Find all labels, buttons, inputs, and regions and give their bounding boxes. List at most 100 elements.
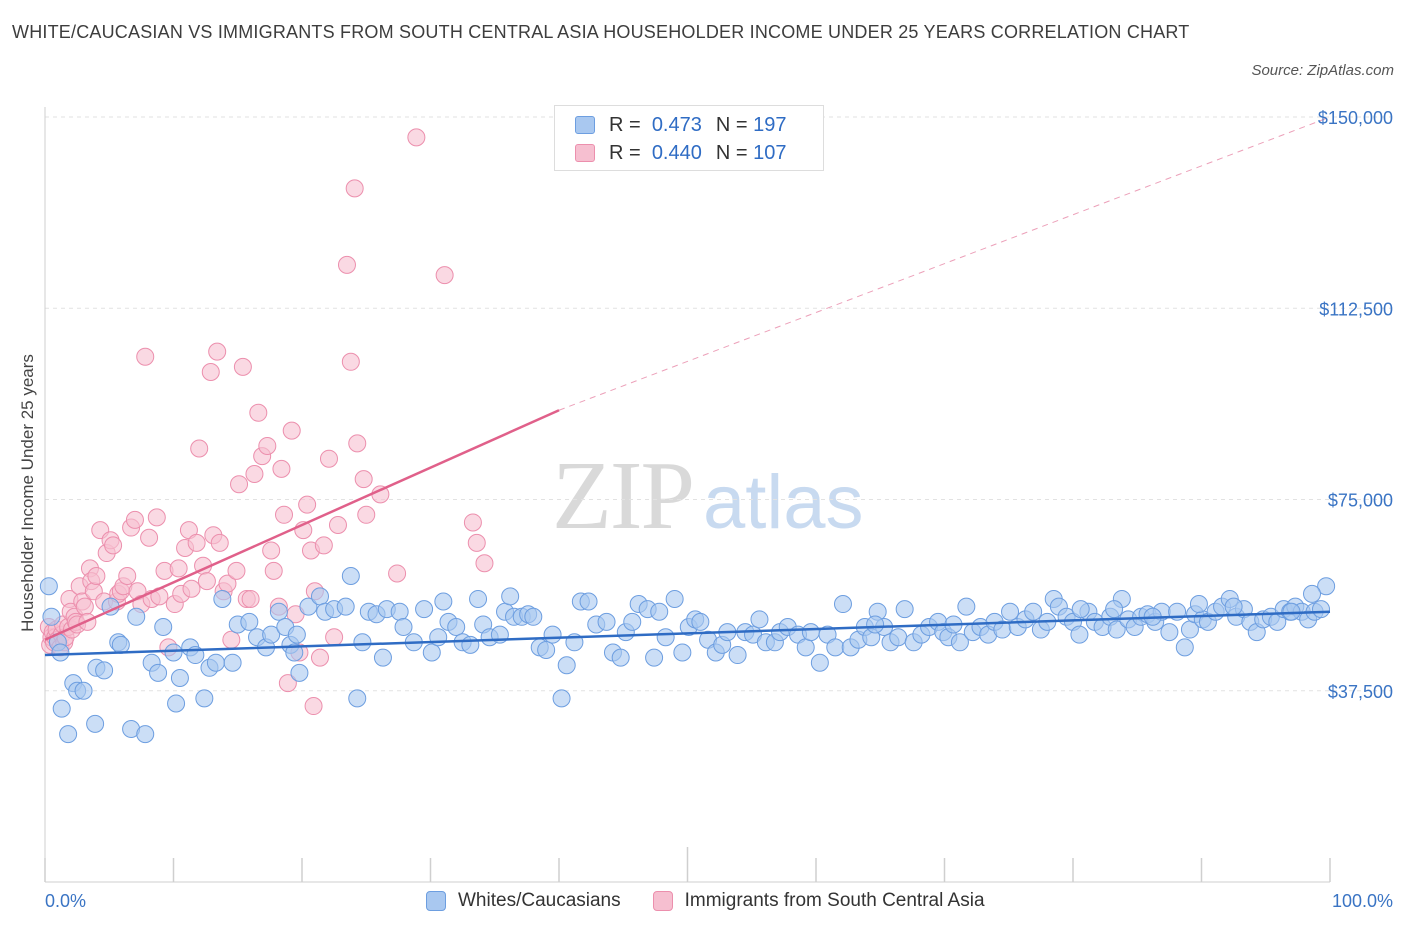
chart-title: WHITE/CAUCASIAN VS IMMIGRANTS FROM SOUTH… [12, 22, 1190, 42]
data-point [345, 179, 364, 198]
data-point [136, 347, 155, 366]
immigrants-series [39, 128, 494, 716]
data-point [354, 470, 373, 489]
legend-item-whites[interactable]: Whites/Caucasians [426, 890, 621, 912]
data-point [1071, 600, 1090, 619]
data-point [833, 595, 852, 614]
data-point [240, 612, 259, 631]
data-point [645, 648, 664, 667]
trend-layer [44, 116, 1331, 657]
data-point [895, 600, 914, 619]
data-point [149, 663, 168, 682]
data-point [348, 689, 367, 708]
legend-item-immigrants[interactable]: Immigrants from South Central Asia [652, 890, 985, 912]
data-point [1107, 620, 1126, 639]
watermark: ZIP atlas [552, 440, 864, 552]
data-point [461, 635, 480, 654]
data-point [810, 653, 829, 672]
data-point [249, 403, 268, 422]
data-point [51, 643, 70, 662]
data-point [388, 564, 407, 583]
data-point [801, 623, 820, 642]
data-point [290, 663, 309, 682]
legend-label-immigrants: Immigrants from South Central Asia [684, 890, 985, 911]
data-point [390, 602, 409, 621]
data-point [223, 653, 242, 672]
data-point [269, 602, 288, 621]
data-point [353, 633, 372, 652]
data-point [950, 633, 969, 652]
legend-swatch-immigrants [575, 144, 595, 162]
legend-r-label: R = [609, 141, 641, 164]
data-point [415, 600, 434, 619]
data-point [125, 510, 144, 529]
data-point [325, 628, 344, 647]
data-point [524, 607, 543, 626]
data-point [394, 618, 413, 636]
data-point [147, 508, 166, 527]
data-point [475, 554, 494, 573]
data-point [328, 516, 347, 534]
data-point [1317, 577, 1336, 596]
data-point [357, 505, 376, 524]
data-point [304, 697, 323, 716]
data-point [348, 434, 367, 453]
data-point [227, 561, 246, 580]
data-point [195, 689, 214, 708]
data-point [1175, 638, 1194, 657]
data-point [233, 357, 252, 376]
data-point [1224, 597, 1243, 616]
data-point [665, 589, 684, 608]
data-point [206, 653, 225, 672]
data-point [796, 638, 815, 657]
data-point [127, 607, 146, 626]
legend-n-value: 197 [753, 113, 787, 136]
data-point [104, 536, 123, 555]
data-point [287, 625, 306, 644]
data-point [552, 689, 571, 708]
legend-r-label: R = [609, 113, 641, 136]
tick-labels: $37,500 $75,000 $112,500 $150,000 0.0% 100.0% [45, 108, 1393, 911]
data-point [170, 669, 189, 687]
data-point [154, 618, 173, 636]
data-point [467, 533, 486, 552]
data-point [314, 536, 333, 555]
legend-n-label: N = [715, 113, 748, 136]
data-point [1312, 600, 1331, 619]
data-point [889, 628, 908, 647]
whites-series [39, 567, 1336, 744]
data-point [728, 646, 747, 665]
data-point [435, 266, 454, 285]
data-point [341, 352, 360, 371]
data-point [86, 714, 105, 733]
watermark-zip: ZIP [552, 442, 695, 550]
data-point [656, 628, 675, 647]
data-point [262, 625, 281, 644]
data-point [164, 643, 183, 662]
data-point [275, 505, 294, 524]
legend-row-immigrants: R = 0.440 N = 107 [575, 140, 787, 166]
data-point [1160, 623, 1179, 642]
data-point [1303, 584, 1322, 603]
data-point [611, 648, 630, 667]
data-point [167, 694, 186, 713]
source-label: Source: ZipAtlas.com [1251, 62, 1394, 79]
data-point [245, 465, 264, 483]
data-point [213, 589, 232, 608]
x-tick-label: 100.0% [1332, 891, 1393, 911]
data-point [673, 643, 692, 662]
legend-row-whites: R = 0.473 N = 197 [575, 112, 787, 138]
data-point [597, 612, 616, 631]
data-point [1001, 602, 1020, 621]
data-point [190, 439, 209, 458]
trend-line-immigrants [44, 409, 560, 641]
data-point [230, 475, 249, 494]
legend-swatch-whites [426, 891, 446, 911]
legend-label-whites: Whites/Caucasians [458, 890, 621, 911]
legend-swatch-immigrants [652, 891, 673, 911]
data-point [866, 615, 885, 634]
data-point [434, 592, 453, 611]
y-tick-label: $75,000 [1328, 491, 1393, 511]
axis-layer [44, 107, 1331, 883]
data-point [336, 597, 355, 616]
